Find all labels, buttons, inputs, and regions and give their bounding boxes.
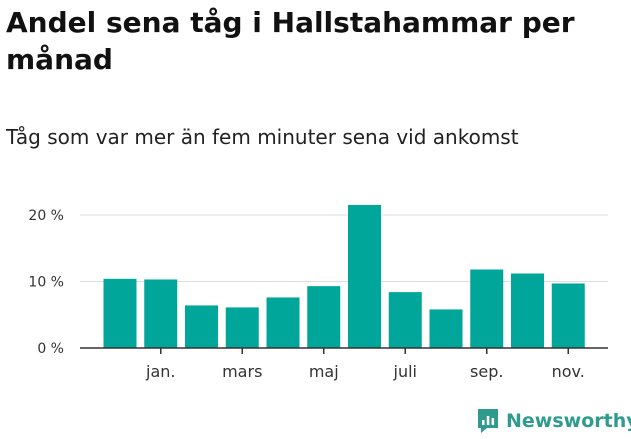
y-tick-label: 20 % [28,208,64,224]
bar-maj [307,286,341,348]
chart-title: Andel sena tåg i Hallstahammar per månad [6,6,575,76]
bar-juni [348,204,381,348]
newsworthy-brand: Newsworthy [476,406,631,436]
y-tick-label: 0 % [37,341,64,357]
grid-lines [80,214,608,282]
x-axis-tick-labels: jan. mars maj juli sep. nov. [145,362,585,381]
bar-feb. [185,305,218,348]
bar-mars [225,307,259,348]
bar-okt. [511,273,544,348]
x-tick-label: maj [309,362,339,381]
x-tick-label: mars [222,362,262,381]
brand-name: Newsworthy [506,410,631,432]
bar-aug. [429,309,463,348]
newsworthy-logo-icon [478,409,498,433]
x-axis [80,347,608,354]
x-tick-label: sep. [470,362,503,381]
x-tick-label: jan. [145,362,175,381]
x-tick-label: nov. [552,362,585,381]
y-tick-label: 10 % [28,274,64,290]
bar-apr. [266,297,300,348]
bar-juli [388,292,422,348]
bar-dec. [103,278,137,348]
bar-sep. [470,269,504,348]
y-axis-tick-labels: 0 % 10 % 20 % [28,208,64,357]
chart-subtitle: Tåg som var mer än fem minuter sena vid … [6,125,519,149]
bars [103,204,585,348]
x-tick-label: juli [393,362,417,381]
bar-nov. [551,283,585,348]
bar-jan. [144,279,178,348]
